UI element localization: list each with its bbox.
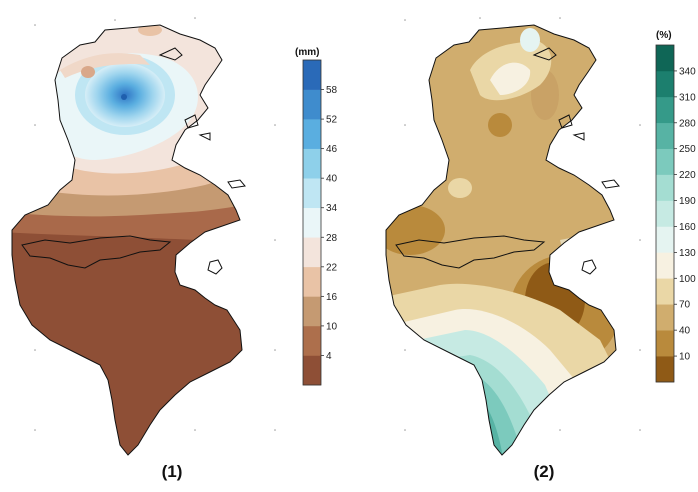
- legend-2-tick-label: 100: [679, 274, 696, 285]
- legend-1-tick-label: 40: [326, 174, 338, 185]
- legend-2: (%) 10 40 70 100 130 160 190 220 250 280 310 340: [655, 30, 696, 383]
- legend-2-colorbar: [655, 44, 675, 383]
- legend-2-tick-label: 10: [679, 352, 691, 363]
- map-1-salt-lake: [21, 235, 172, 269]
- legend-1-tick-label: 28: [326, 233, 338, 244]
- map-1-islands: [158, 47, 246, 189]
- legend-1-swatch: [303, 89, 321, 120]
- legend-2-tick-label: 40: [679, 326, 691, 337]
- legend-2-tick-label: 160: [679, 222, 696, 233]
- legend-2-swatch: [656, 304, 674, 331]
- legend-1-colorbar: [302, 59, 322, 386]
- legend-2-swatch: [656, 226, 674, 253]
- legend-1-swatch: [303, 296, 321, 327]
- legend-1-unit: (mm): [295, 47, 319, 58]
- legend-2-tick-label: 70: [679, 300, 691, 311]
- legend-2-swatch: [656, 45, 674, 72]
- map-1: [11, 24, 246, 456]
- legend-2-tick-label: 250: [679, 144, 696, 155]
- legend-1-tick-label: 22: [326, 262, 338, 273]
- legend-2-tick-label: 340: [679, 66, 696, 77]
- legend-2-swatch: [656, 330, 674, 357]
- legend-1-swatch: [303, 237, 321, 268]
- map-2: [385, 24, 620, 456]
- legend-2-swatch: [656, 148, 674, 175]
- legend-2-swatch: [656, 122, 674, 149]
- legend-2-tick-label: 130: [679, 248, 696, 259]
- legend-1-tick-label: 46: [326, 144, 338, 155]
- legend-1-frame: [302, 59, 322, 386]
- map-1-coastline: [11, 24, 243, 456]
- legend-2-swatch: [656, 356, 674, 383]
- caption-map-1: (1): [162, 462, 183, 481]
- legend-1-tick-label: 34: [326, 203, 338, 214]
- map-2-islands: [532, 47, 620, 189]
- map-2-djerba: [581, 259, 597, 275]
- legend-1-swatch: [303, 325, 321, 356]
- legend-1: (mm) 4 10 16 22 28 34 40 46 52 58: [295, 47, 338, 386]
- map-2-coastline: [385, 24, 617, 456]
- legend-2-tick-label: 310: [679, 92, 696, 103]
- legend-2-swatch: [656, 70, 674, 98]
- legend-1-tick-label: 4: [326, 351, 332, 362]
- legend-2-tick-label: 280: [679, 118, 696, 129]
- legend-2-tick-label: 220: [679, 170, 696, 181]
- map-1-djerba: [207, 259, 223, 275]
- legend-1-swatch: [303, 119, 321, 149]
- legend-1-tick-label: 10: [326, 321, 338, 332]
- legend-1-swatch: [303, 207, 321, 238]
- legend-1-tick-label: 16: [326, 292, 338, 303]
- legend-1-tick-label: 52: [326, 115, 338, 126]
- legend-1-swatch: [303, 148, 321, 179]
- legend-2-tick-label: 190: [679, 196, 696, 207]
- legend-1-swatch: [303, 178, 321, 209]
- caption-map-2: (2): [534, 462, 555, 481]
- legend-2-swatch: [656, 174, 674, 201]
- legend-1-ticks: 4 10 16 22 28 34 40 46 52 58: [321, 85, 338, 362]
- legend-1-swatch: [303, 355, 321, 386]
- map-1-fill: [12, 25, 242, 455]
- map-2-fill: [386, 25, 616, 455]
- legend-2-unit: (%): [656, 30, 672, 41]
- legend-2-ticks: 10 40 70 100 130 160 190 220 250 280 310 340: [674, 66, 696, 363]
- legend-1-tick-label: 58: [326, 85, 338, 96]
- legend-2-swatch: [656, 96, 674, 124]
- legend-2-swatch: [656, 252, 674, 279]
- legend-1-swatch: [303, 266, 321, 297]
- legend-1-swatch: [303, 60, 321, 90]
- legend-2-swatch: [656, 200, 674, 227]
- legend-2-frame: [655, 44, 675, 383]
- map-2-salt-lake: [395, 235, 546, 269]
- legend-2-swatch: [656, 278, 674, 305]
- graticule: [34, 17, 641, 431]
